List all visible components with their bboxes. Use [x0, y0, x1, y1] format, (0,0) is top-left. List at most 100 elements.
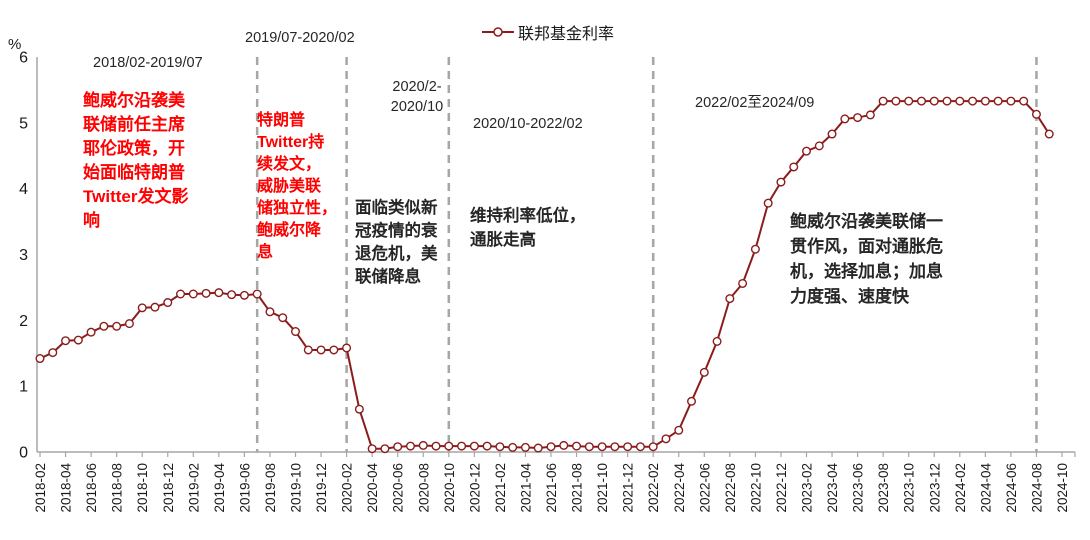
- x-tick-label: 2019-08: [263, 463, 278, 513]
- data-point-marker: [955, 96, 965, 106]
- x-tick-label: 2018-06: [84, 463, 99, 513]
- data-point-marker: [495, 442, 505, 452]
- x-tick-label: 2021-12: [621, 463, 636, 513]
- data-point-marker: [929, 96, 939, 106]
- data-point-marker: [291, 327, 301, 337]
- data-point-marker: [648, 442, 658, 452]
- x-tick-label: 2024-06: [1004, 463, 1019, 513]
- data-point-marker: [891, 96, 901, 106]
- legend-label: 联邦基金利率: [518, 26, 615, 43]
- data-point-marker: [725, 294, 735, 304]
- data-point-marker: [827, 129, 837, 139]
- x-tick-label: 2022-08: [723, 463, 738, 513]
- data-point-marker: [303, 345, 313, 355]
- data-point-marker: [865, 110, 875, 120]
- data-point-marker: [176, 289, 186, 299]
- x-tick-label: 2024-02: [953, 463, 968, 513]
- period-2018: 2018/02-2019/07: [93, 55, 203, 71]
- x-tick-label: 2019-12: [314, 463, 329, 513]
- data-point-marker: [61, 336, 71, 346]
- y-tick-label: 2: [19, 313, 28, 330]
- data-point-marker: [239, 290, 249, 300]
- note-lowrate: 维持利率低位， 通胀走高: [470, 207, 586, 249]
- data-point-marker: [48, 348, 58, 358]
- data-point-marker: [188, 289, 198, 299]
- x-tick-label: 2020-06: [391, 463, 406, 513]
- x-tick-label: 2023-08: [876, 463, 891, 513]
- x-tick-label: 2022-04: [672, 463, 687, 513]
- data-point-marker: [687, 396, 697, 406]
- y-tick-label: 5: [19, 115, 28, 132]
- x-tick-label: 2018-08: [110, 463, 125, 513]
- data-point-marker: [35, 354, 45, 364]
- x-tick-label: 2020-02: [340, 463, 355, 513]
- x-tick-label: 2022-10: [748, 463, 763, 513]
- x-tick-label: 2021-08: [570, 463, 585, 513]
- data-point-marker: [738, 278, 748, 288]
- x-tick-label: 2023-10: [902, 463, 917, 513]
- y-tick-label: 3: [19, 247, 28, 264]
- data-point-marker: [1031, 109, 1041, 119]
- period-2020a: 2020/2- 2020/10: [390, 79, 444, 115]
- data-point-marker: [469, 441, 479, 451]
- data-point-marker: [150, 302, 160, 312]
- data-point-marker: [763, 198, 773, 208]
- data-point-marker: [124, 319, 134, 329]
- data-point-marker: [789, 162, 799, 172]
- data-point-marker: [367, 444, 377, 454]
- note-covid: 面临类似新 冠疫情的衰 退危机，美 联储降息: [355, 199, 438, 286]
- data-point-marker: [916, 96, 926, 106]
- x-tick-label: 2022-12: [774, 463, 789, 513]
- x-tick-label: 2024-08: [1029, 463, 1044, 513]
- note-hike: 鲍威尔沿袭美联储一 贯作风，面对通胀危 机，选择加息；加息 力度强、速度快: [790, 212, 943, 306]
- data-point-marker: [993, 96, 1003, 106]
- data-point-marker: [201, 288, 211, 298]
- data-point-marker: [482, 441, 492, 451]
- data-point-marker: [342, 343, 352, 353]
- data-point-marker: [163, 298, 173, 308]
- data-point-marker: [572, 441, 582, 451]
- x-tick-label: 2023-02: [800, 463, 815, 513]
- data-point-marker: [878, 96, 888, 106]
- x-tick-label: 2023-12: [927, 463, 942, 513]
- x-tick-label: 2021-06: [544, 463, 559, 513]
- x-tick-label: 2023-06: [851, 463, 866, 513]
- legend: 联邦基金利率: [481, 20, 614, 44]
- y-tick-label: 1: [19, 379, 28, 396]
- x-tick-label: 2023-04: [825, 463, 840, 513]
- data-point-marker: [380, 444, 390, 454]
- note-powell-yellen: 鲍威尔沿袭美 联储前任主席 耶伦政策，开 始面临特朗普 Twitter发文影 响: [83, 91, 189, 230]
- data-point-marker: [712, 336, 722, 346]
- data-point-marker: [623, 442, 633, 452]
- data-point-marker: [73, 335, 83, 345]
- x-tick-label: 2021-04: [518, 463, 533, 513]
- data-point-marker: [137, 303, 147, 313]
- data-point-marker: [252, 289, 262, 299]
- note-trump-twitter: 特朗普 Twitter持 续发文， 威胁美联 储独立性， 鲍威尔降 息: [257, 112, 338, 261]
- x-tick-label: 2020-10: [442, 463, 457, 513]
- data-point-marker: [227, 290, 237, 300]
- data-point-marker: [533, 443, 543, 453]
- x-tick-label: 2018-04: [59, 463, 74, 513]
- data-point-marker: [904, 96, 914, 106]
- data-point-marker: [418, 440, 428, 450]
- data-point-marker: [584, 442, 594, 452]
- data-point-marker: [1006, 96, 1016, 106]
- data-point-marker: [661, 434, 671, 444]
- x-tick-label: 2024-10: [1055, 463, 1070, 513]
- data-point-marker: [405, 441, 415, 451]
- data-point-marker: [942, 96, 952, 106]
- y-tick-label: 0: [19, 445, 28, 462]
- x-tick-label: 2020-04: [365, 463, 380, 513]
- x-tick-label: 2020-08: [416, 463, 431, 513]
- data-point-marker: [840, 114, 850, 124]
- data-point-marker: [99, 321, 109, 331]
- data-point-marker: [968, 96, 978, 106]
- data-point-marker: [444, 441, 454, 451]
- data-point-marker: [508, 442, 518, 452]
- data-point-marker: [354, 404, 364, 414]
- x-tick-label: 2021-02: [493, 463, 508, 513]
- data-point-marker: [674, 425, 684, 435]
